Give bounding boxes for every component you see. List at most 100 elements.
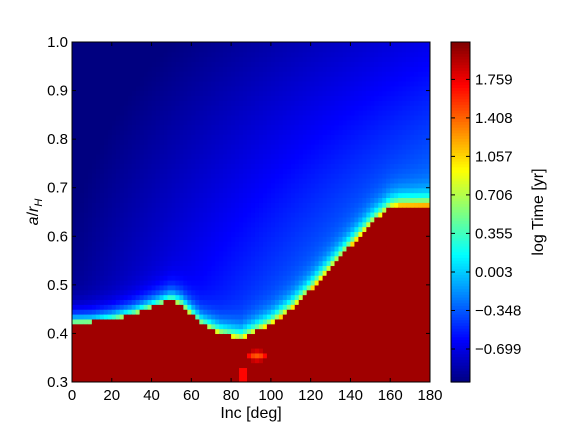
heatmap-cell bbox=[338, 197, 344, 203]
heatmap-cell bbox=[119, 362, 125, 369]
heatmap-cell bbox=[151, 304, 157, 310]
heatmap-cell bbox=[338, 270, 344, 276]
heatmap-cell bbox=[338, 265, 344, 271]
heatmap-cell bbox=[111, 294, 117, 301]
heatmap-cell bbox=[338, 231, 344, 237]
heatmap-cell bbox=[251, 250, 256, 257]
heatmap-cell bbox=[294, 284, 300, 291]
heatmap-cell bbox=[155, 309, 161, 315]
heatmap-cell bbox=[75, 294, 81, 301]
heatmap-cell bbox=[278, 216, 284, 223]
heatmap-cell bbox=[235, 343, 240, 349]
heatmap-cell bbox=[119, 66, 125, 72]
heatmap-cell bbox=[258, 241, 264, 247]
heatmap-cell bbox=[75, 372, 81, 378]
heatmap-cell bbox=[115, 61, 121, 67]
heatmap-cell bbox=[195, 163, 200, 169]
heatmap-cell bbox=[103, 105, 109, 111]
heatmap-cell bbox=[314, 202, 320, 208]
heatmap-cell bbox=[107, 139, 113, 145]
heatmap-cell bbox=[251, 333, 256, 339]
heatmap-cell bbox=[115, 182, 121, 189]
heatmap-cell bbox=[262, 270, 268, 276]
heatmap-cell bbox=[326, 338, 332, 344]
heatmap-cell bbox=[235, 338, 240, 344]
heatmap-cell bbox=[203, 187, 208, 194]
heatmap-cell bbox=[354, 289, 359, 296]
heatmap-cell bbox=[338, 110, 344, 116]
heatmap-cell bbox=[183, 255, 188, 262]
heatmap-cell bbox=[243, 294, 248, 301]
heatmap-cell bbox=[91, 207, 97, 213]
heatmap-cell bbox=[247, 61, 252, 67]
heatmap-cell bbox=[334, 42, 340, 48]
heatmap-cell bbox=[159, 56, 165, 63]
heatmap-cell bbox=[346, 226, 352, 233]
heatmap-cell bbox=[270, 265, 276, 271]
heatmap-cell bbox=[326, 246, 332, 252]
heatmap-cell bbox=[183, 192, 188, 199]
heatmap-cell bbox=[155, 270, 161, 276]
heatmap-cell bbox=[151, 56, 157, 63]
heatmap-cell bbox=[310, 46, 316, 53]
heatmap-cell bbox=[215, 114, 220, 121]
heatmap-cell bbox=[266, 367, 272, 373]
heatmap-cell bbox=[219, 85, 224, 92]
heatmap-cell bbox=[326, 90, 332, 97]
heatmap-cell bbox=[183, 367, 188, 373]
heatmap-cell bbox=[167, 260, 173, 267]
heatmap-cell bbox=[330, 318, 336, 325]
heatmap-cell bbox=[350, 212, 356, 218]
heatmap-cell bbox=[91, 318, 97, 325]
heatmap-cell bbox=[75, 139, 81, 145]
heatmap-cell bbox=[251, 260, 256, 267]
heatmap-cell bbox=[258, 236, 264, 242]
heatmap-cell bbox=[147, 76, 153, 82]
heatmap-cell bbox=[262, 66, 268, 72]
heatmap-cell bbox=[115, 255, 121, 262]
heatmap-cell bbox=[119, 226, 125, 233]
heatmap-cell bbox=[227, 265, 232, 271]
heatmap-cell bbox=[95, 372, 101, 378]
heatmap-cell bbox=[354, 246, 359, 252]
heatmap-cell bbox=[147, 328, 153, 335]
heatmap-cell bbox=[270, 284, 276, 291]
heatmap-cell bbox=[306, 173, 312, 179]
heatmap-cell bbox=[179, 304, 184, 310]
heatmap-cell bbox=[119, 304, 125, 310]
heatmap-cell bbox=[298, 95, 304, 101]
heatmap-cell bbox=[298, 333, 304, 339]
heatmap-cell bbox=[99, 46, 105, 53]
heatmap-cell bbox=[115, 226, 121, 233]
heatmap-cell bbox=[231, 42, 236, 48]
heatmap-cell bbox=[239, 182, 244, 189]
heatmap-cell bbox=[306, 226, 312, 233]
heatmap-cell bbox=[191, 119, 196, 126]
heatmap-cell bbox=[155, 139, 161, 145]
heatmap-cell bbox=[91, 46, 97, 53]
heatmap-cell bbox=[227, 328, 232, 335]
heatmap-cell bbox=[338, 226, 344, 233]
heatmap-cell bbox=[87, 318, 93, 325]
heatmap-cell bbox=[334, 192, 340, 199]
heatmap-cell bbox=[175, 299, 180, 305]
heatmap-cell bbox=[91, 129, 97, 135]
heatmap-cell bbox=[231, 270, 236, 276]
heatmap-cell bbox=[87, 265, 93, 271]
heatmap-cell bbox=[99, 105, 105, 111]
heatmap-cell bbox=[95, 377, 101, 382]
heatmap-cell bbox=[274, 212, 280, 218]
heatmap-cell bbox=[83, 265, 89, 271]
heatmap-cell bbox=[75, 343, 81, 349]
heatmap-cell bbox=[95, 80, 101, 87]
heatmap-cell bbox=[131, 95, 137, 101]
heatmap-cell bbox=[151, 76, 157, 82]
heatmap-cell bbox=[191, 207, 196, 213]
heatmap-cell bbox=[91, 85, 97, 92]
heatmap-cell bbox=[83, 323, 89, 330]
heatmap-cell bbox=[83, 250, 89, 257]
heatmap-cell bbox=[163, 178, 169, 184]
heatmap-cell bbox=[183, 163, 188, 169]
heatmap-cell bbox=[330, 265, 336, 271]
heatmap-cell bbox=[235, 163, 240, 169]
